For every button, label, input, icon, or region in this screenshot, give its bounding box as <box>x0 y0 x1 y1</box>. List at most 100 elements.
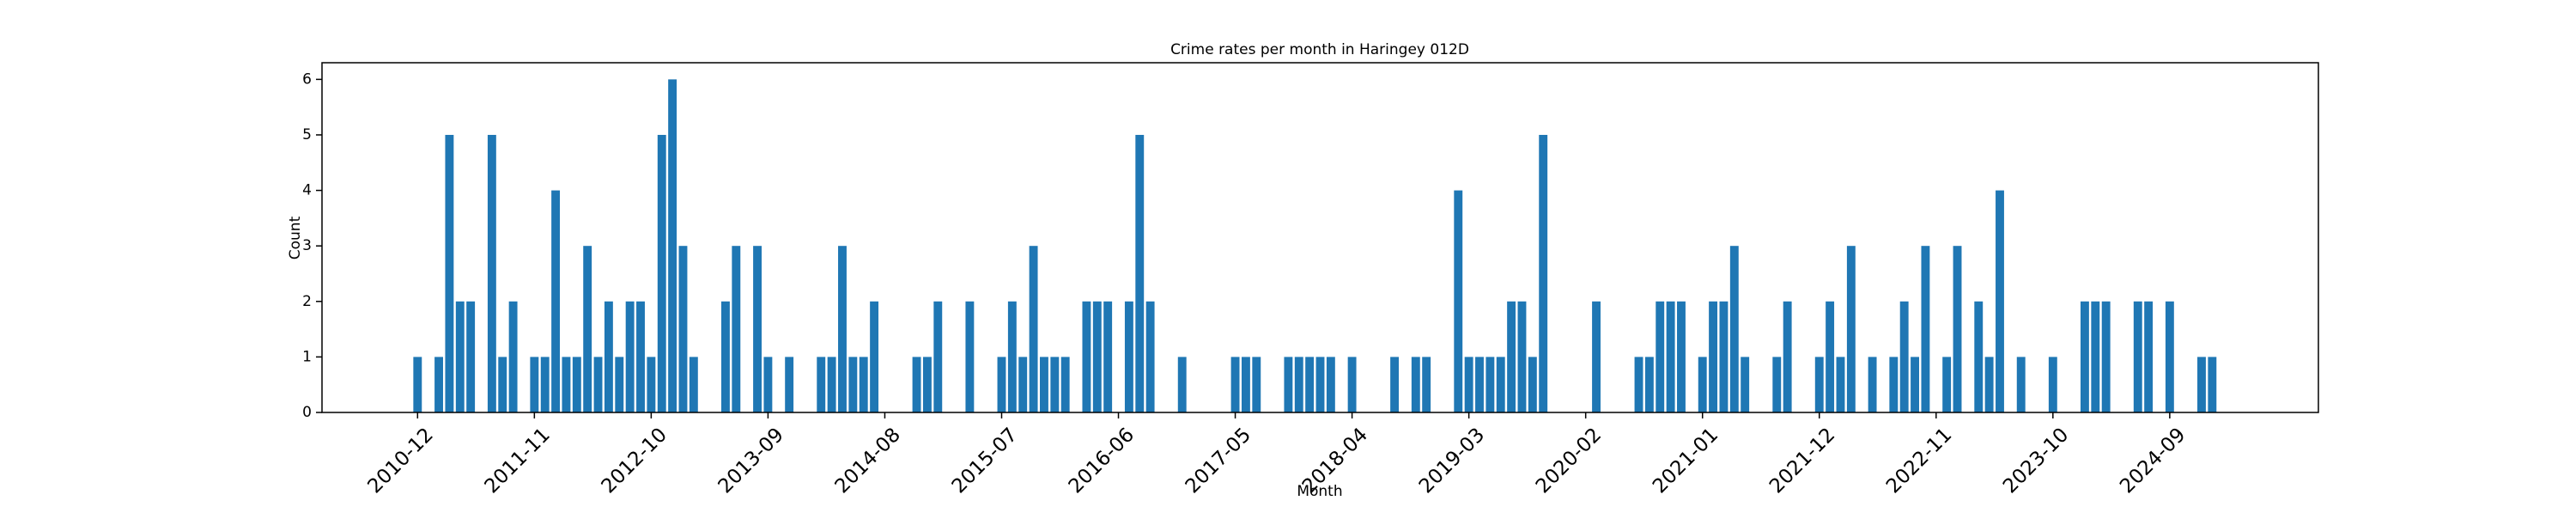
x-tick-label: 2024-09 <box>2116 424 2190 498</box>
bar <box>540 357 550 412</box>
bar <box>551 190 561 413</box>
x-tick-label: 2020-02 <box>1532 424 1606 498</box>
bar <box>1814 357 1824 412</box>
x-tick-label: 2016-06 <box>1065 424 1139 498</box>
bar <box>1326 357 1335 412</box>
bar <box>647 357 656 412</box>
y-tick-label: 6 <box>302 70 312 88</box>
bar <box>1698 357 1707 412</box>
bar <box>1103 301 1113 412</box>
bar <box>1783 301 1792 412</box>
bar <box>2144 301 2154 412</box>
x-tick-label: 2012-10 <box>598 424 671 498</box>
bar <box>1040 357 1048 412</box>
bar <box>604 301 613 412</box>
bar <box>1899 301 1909 412</box>
bar <box>1592 301 1601 412</box>
bar <box>1709 301 1718 412</box>
bar <box>466 301 476 412</box>
bar <box>1315 357 1325 412</box>
bar <box>413 357 422 412</box>
bar <box>1485 357 1495 412</box>
y-tick-label: 2 <box>302 293 312 310</box>
bar <box>1517 301 1527 412</box>
bar <box>1124 301 1133 412</box>
bar <box>1007 301 1017 412</box>
bar <box>1677 301 1686 412</box>
bar <box>1953 246 1962 412</box>
bar <box>2208 357 2217 412</box>
bar <box>625 301 635 412</box>
y-tick-label: 1 <box>302 348 312 365</box>
bar <box>1390 357 1400 412</box>
bar <box>1145 301 1155 412</box>
bar <box>657 134 666 412</box>
bar <box>508 301 518 412</box>
bar <box>678 246 688 412</box>
bar <box>1496 357 1505 412</box>
bar <box>1230 357 1240 412</box>
x-tick-label: 2021-01 <box>1649 424 1722 498</box>
bar <box>1889 357 1899 412</box>
x-tick-label: 2014-08 <box>831 424 905 498</box>
bar <box>848 357 858 412</box>
y-axis-label: Count <box>287 216 304 260</box>
bar <box>2101 301 2111 412</box>
bar <box>1029 246 1038 412</box>
bar <box>1177 357 1187 412</box>
x-tick-label: 2021-12 <box>1765 424 1839 498</box>
bar <box>689 357 698 412</box>
y-tick-label: 5 <box>302 126 312 143</box>
bar <box>1729 246 1739 412</box>
bar <box>1846 246 1856 412</box>
bar <box>1836 357 1845 412</box>
x-tick-label: 2010-12 <box>364 424 438 498</box>
y-tick-label: 0 <box>302 404 312 421</box>
bar <box>1422 357 1431 412</box>
bar <box>1528 357 1537 412</box>
bar <box>1656 301 1665 412</box>
x-tick-label: 2015-07 <box>948 424 1022 498</box>
bar <box>1507 301 1516 412</box>
plot-frame <box>321 62 2319 413</box>
bar <box>1634 357 1643 412</box>
bar <box>1539 134 1548 412</box>
bar <box>827 357 836 412</box>
bar <box>912 357 921 412</box>
bar <box>1772 357 1782 412</box>
bar <box>785 357 794 412</box>
bar <box>1741 357 1750 412</box>
bar <box>1135 134 1145 412</box>
bar <box>763 357 773 412</box>
bar <box>1911 357 1919 412</box>
bar <box>434 357 443 412</box>
bar <box>2048 357 2057 412</box>
bar <box>562 357 571 412</box>
bar <box>1305 357 1315 412</box>
bar <box>1092 301 1102 412</box>
bar <box>1666 301 1675 412</box>
x-tick-label: 2011-11 <box>481 424 555 498</box>
bar <box>455 301 465 412</box>
bar <box>1060 357 1070 412</box>
bar <box>1284 357 1293 412</box>
bar <box>1644 357 1654 412</box>
bar <box>870 301 879 412</box>
bar <box>2080 301 2089 412</box>
bar <box>838 246 847 412</box>
bar <box>2165 301 2174 412</box>
chart-title: Crime rates per month in Haringey 012D <box>1170 41 1469 58</box>
bar <box>445 134 454 412</box>
bar <box>753 246 762 412</box>
bar <box>498 357 507 412</box>
bar <box>1475 357 1484 412</box>
bar <box>1996 190 2004 413</box>
bar <box>1942 357 1952 412</box>
bar <box>1974 301 1984 412</box>
bar <box>965 301 975 412</box>
bar <box>615 357 624 412</box>
bar <box>997 357 1006 412</box>
y-tick-label: 4 <box>302 182 312 199</box>
bar <box>2091 301 2100 412</box>
